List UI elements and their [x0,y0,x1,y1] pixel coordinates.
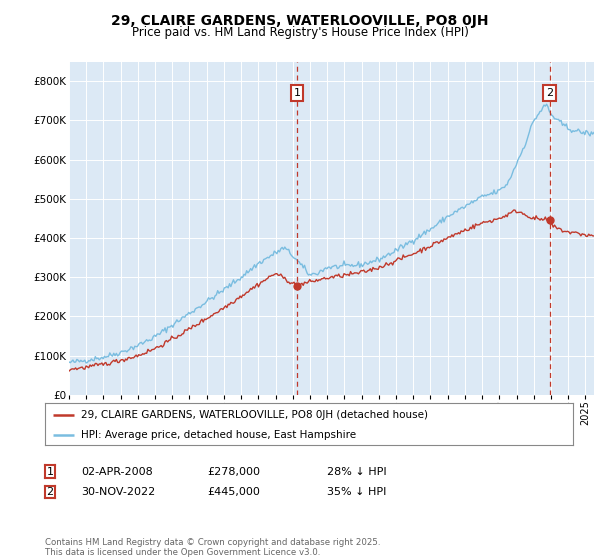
Text: 02-APR-2008: 02-APR-2008 [81,466,153,477]
Text: 1: 1 [293,88,301,98]
Text: 1: 1 [46,466,53,477]
Text: 35% ↓ HPI: 35% ↓ HPI [327,487,386,497]
Text: £445,000: £445,000 [207,487,260,497]
Text: 2: 2 [546,88,553,98]
Text: 2: 2 [46,487,53,497]
Text: HPI: Average price, detached house, East Hampshire: HPI: Average price, detached house, East… [81,430,356,440]
Text: 30-NOV-2022: 30-NOV-2022 [81,487,155,497]
Text: Price paid vs. HM Land Registry's House Price Index (HPI): Price paid vs. HM Land Registry's House … [131,26,469,39]
Text: 29, CLAIRE GARDENS, WATERLOOVILLE, PO8 0JH (detached house): 29, CLAIRE GARDENS, WATERLOOVILLE, PO8 0… [81,410,428,420]
Text: Contains HM Land Registry data © Crown copyright and database right 2025.
This d: Contains HM Land Registry data © Crown c… [45,538,380,557]
Text: 28% ↓ HPI: 28% ↓ HPI [327,466,386,477]
Text: 29, CLAIRE GARDENS, WATERLOOVILLE, PO8 0JH: 29, CLAIRE GARDENS, WATERLOOVILLE, PO8 0… [111,14,489,28]
Text: £278,000: £278,000 [207,466,260,477]
